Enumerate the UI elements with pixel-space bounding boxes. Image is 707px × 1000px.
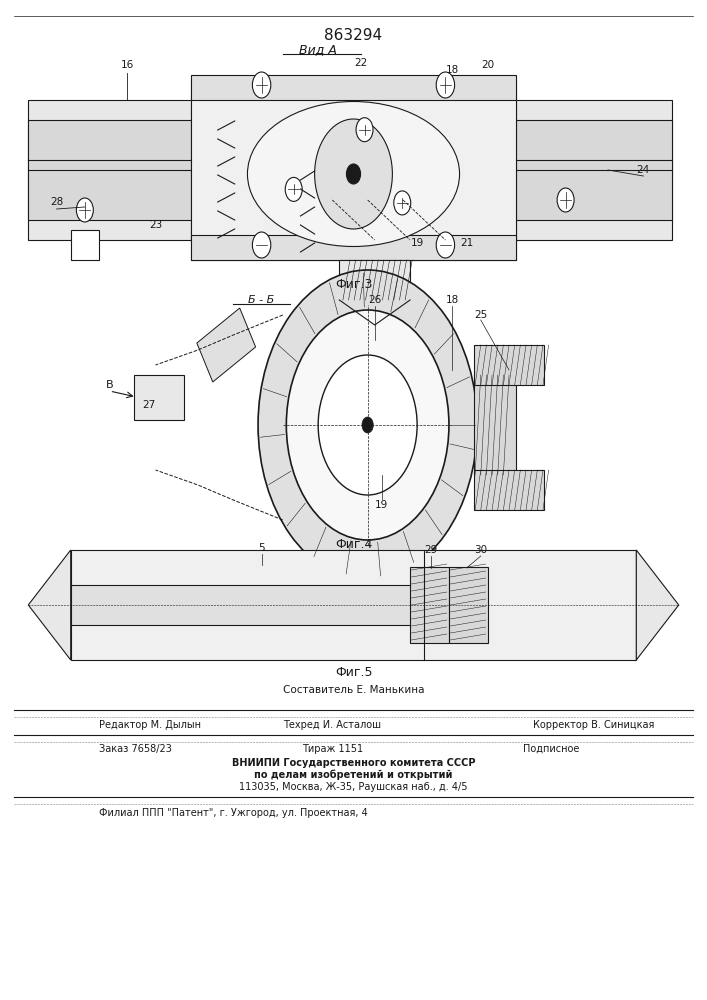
FancyBboxPatch shape bbox=[516, 120, 672, 220]
Text: 18: 18 bbox=[446, 65, 459, 75]
Text: Редактор М. Дылын: Редактор М. Дылын bbox=[99, 720, 201, 730]
Text: Фиг.4: Фиг.4 bbox=[335, 538, 372, 552]
Text: 28: 28 bbox=[50, 197, 63, 207]
Text: Подписное: Подписное bbox=[523, 744, 580, 754]
FancyBboxPatch shape bbox=[191, 75, 516, 100]
Text: Заказ 7658/23: Заказ 7658/23 bbox=[99, 744, 172, 754]
FancyBboxPatch shape bbox=[516, 100, 672, 240]
FancyBboxPatch shape bbox=[28, 120, 191, 220]
Text: 27: 27 bbox=[142, 400, 155, 410]
Text: 21: 21 bbox=[460, 238, 473, 248]
Text: В: В bbox=[106, 380, 113, 390]
Polygon shape bbox=[197, 308, 256, 382]
Text: 25: 25 bbox=[474, 310, 487, 320]
Circle shape bbox=[362, 417, 373, 433]
FancyBboxPatch shape bbox=[28, 100, 191, 240]
Circle shape bbox=[252, 72, 271, 98]
Text: Техред И. Асталош: Техред И. Асталош bbox=[284, 720, 381, 730]
Text: Вид А: Вид А bbox=[299, 43, 337, 56]
FancyBboxPatch shape bbox=[71, 585, 424, 625]
Text: 16: 16 bbox=[121, 60, 134, 70]
FancyBboxPatch shape bbox=[191, 80, 516, 260]
FancyBboxPatch shape bbox=[449, 567, 488, 643]
Circle shape bbox=[315, 119, 392, 229]
Text: 30: 30 bbox=[474, 545, 487, 555]
Text: 24: 24 bbox=[637, 165, 650, 175]
Text: 18: 18 bbox=[446, 295, 459, 305]
Polygon shape bbox=[28, 550, 71, 660]
Text: 113035, Москва, Ж-35, Раушская наб., д. 4/5: 113035, Москва, Ж-35, Раушская наб., д. … bbox=[239, 782, 468, 792]
Ellipse shape bbox=[247, 102, 460, 246]
Circle shape bbox=[557, 188, 574, 212]
FancyBboxPatch shape bbox=[339, 260, 410, 300]
Text: Фиг.5: Фиг.5 bbox=[334, 666, 373, 680]
FancyBboxPatch shape bbox=[191, 235, 516, 260]
Text: Тираж 1151: Тираж 1151 bbox=[302, 744, 363, 754]
Circle shape bbox=[258, 270, 477, 580]
Text: 22: 22 bbox=[354, 58, 367, 68]
FancyBboxPatch shape bbox=[474, 345, 544, 385]
Text: Б - Б: Б - Б bbox=[248, 295, 275, 305]
FancyBboxPatch shape bbox=[474, 470, 544, 510]
FancyBboxPatch shape bbox=[134, 375, 184, 420]
FancyBboxPatch shape bbox=[71, 550, 636, 660]
Text: 29: 29 bbox=[425, 545, 438, 555]
Circle shape bbox=[356, 118, 373, 142]
Text: по делам изобретений и открытий: по делам изобретений и открытий bbox=[255, 770, 452, 780]
Circle shape bbox=[394, 191, 411, 215]
Polygon shape bbox=[636, 550, 679, 660]
Circle shape bbox=[436, 72, 455, 98]
Circle shape bbox=[286, 310, 449, 540]
Circle shape bbox=[252, 232, 271, 258]
Circle shape bbox=[285, 177, 302, 201]
Text: 23: 23 bbox=[149, 220, 162, 230]
Text: Корректор В. Синицкая: Корректор В. Синицкая bbox=[533, 720, 655, 730]
Text: Фиг.3: Фиг.3 bbox=[335, 278, 372, 292]
Text: 19: 19 bbox=[411, 238, 423, 248]
Text: 19: 19 bbox=[375, 500, 388, 510]
Text: Филиал ППП "Патент", г. Ужгород, ул. Проектная, 4: Филиал ППП "Патент", г. Ужгород, ул. Про… bbox=[99, 808, 368, 818]
Circle shape bbox=[318, 355, 417, 495]
Circle shape bbox=[436, 232, 455, 258]
Text: 26: 26 bbox=[368, 295, 381, 305]
Circle shape bbox=[346, 164, 361, 184]
FancyBboxPatch shape bbox=[71, 230, 99, 260]
Text: 20: 20 bbox=[481, 60, 494, 70]
Text: Составитель Е. Манькина: Составитель Е. Манькина bbox=[283, 685, 424, 695]
Circle shape bbox=[76, 198, 93, 222]
Text: 5: 5 bbox=[258, 543, 265, 553]
Text: ВНИИПИ Государственного комитета СССР: ВНИИПИ Государственного комитета СССР bbox=[232, 758, 475, 768]
Text: 863294: 863294 bbox=[325, 27, 382, 42]
FancyBboxPatch shape bbox=[474, 375, 516, 475]
FancyBboxPatch shape bbox=[410, 567, 449, 643]
